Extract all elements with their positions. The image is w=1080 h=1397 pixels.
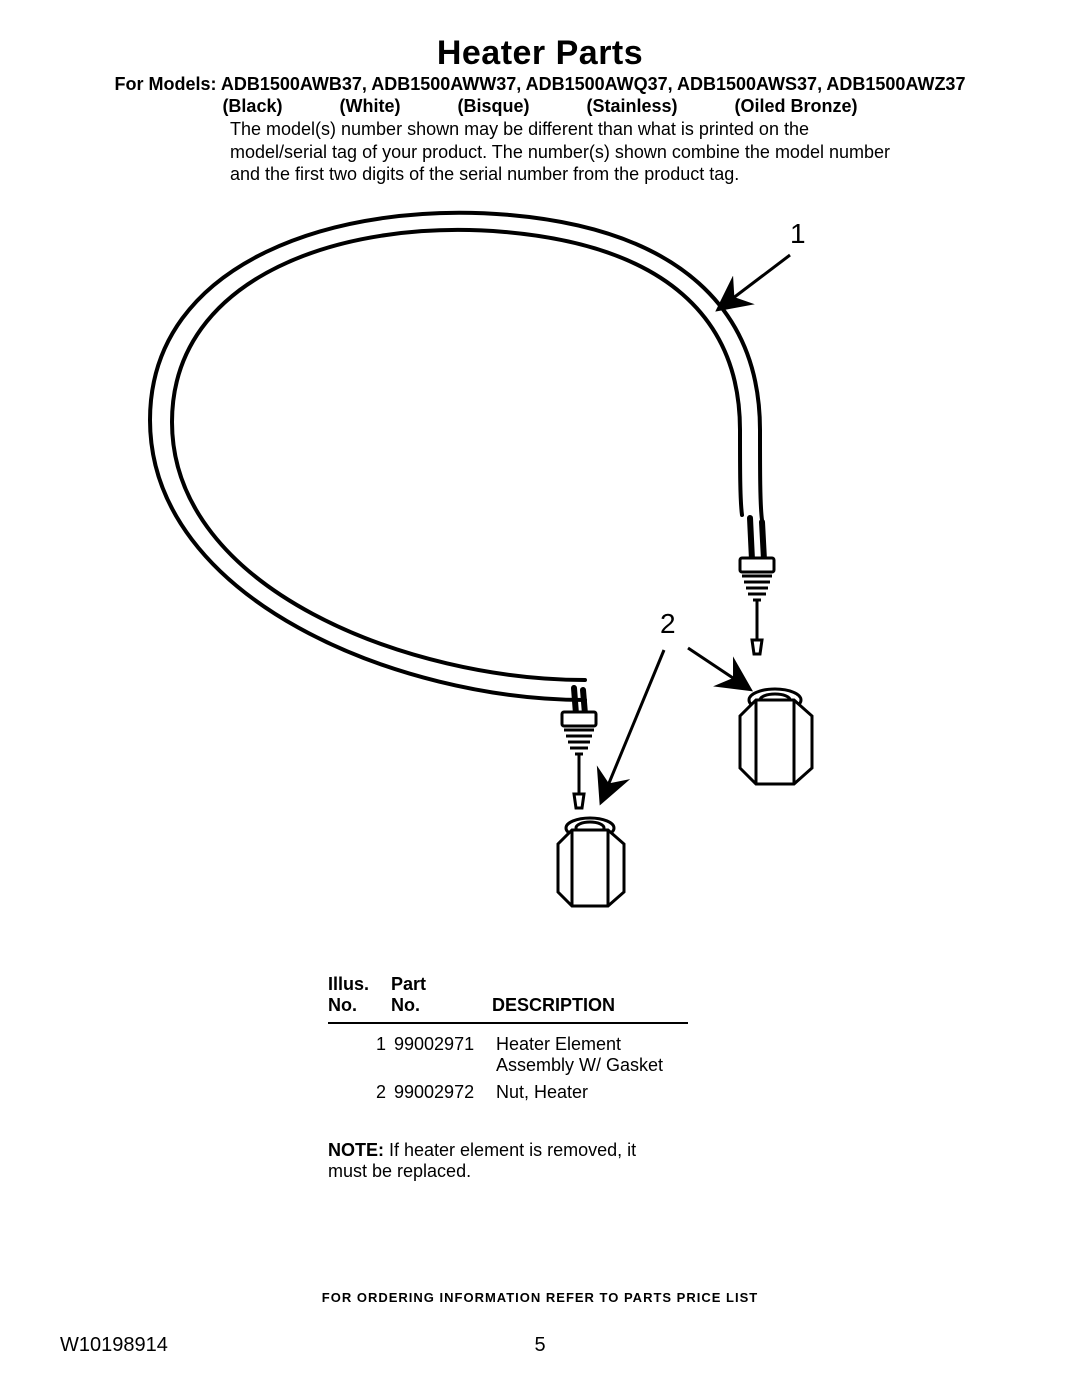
- header-desc: DESCRIPTION: [492, 995, 615, 1016]
- cell-illus: 2: [328, 1082, 394, 1103]
- cell-part: 99002972: [394, 1082, 496, 1103]
- cell-desc: Heater Element Assembly W/ Gasket: [496, 1034, 688, 1076]
- table-row: 1 99002971 Heater Element Assembly W/ Ga…: [328, 1034, 688, 1076]
- heater-diagram: [0, 0, 1080, 1397]
- note-label: NOTE:: [328, 1140, 384, 1160]
- table-row: 2 99002972 Nut, Heater: [328, 1082, 688, 1103]
- header-part: PartNo.: [391, 974, 487, 1016]
- parts-table-header: Illus.No. PartNo. DESCRIPTION: [328, 974, 688, 1024]
- cell-desc: Nut, Heater: [496, 1082, 688, 1103]
- arrow-2a: [602, 650, 664, 800]
- arrow-2b: [688, 648, 748, 688]
- page-number: 5: [0, 1334, 1080, 1357]
- callout-2: 2: [660, 608, 676, 640]
- page: Heater Parts For Models: ADB1500AWB37, A…: [0, 0, 1080, 1397]
- parts-table: Illus.No. PartNo. DESCRIPTION 1 99002971…: [328, 974, 688, 1103]
- ordering-info-line: FOR ORDERING INFORMATION REFER TO PARTS …: [0, 1290, 1080, 1305]
- cell-part: 99002971: [394, 1034, 496, 1055]
- callout-1: 1: [790, 218, 806, 250]
- arrow-1: [720, 255, 790, 308]
- heater-note: NOTE: If heater element is removed, it m…: [328, 1140, 668, 1182]
- header-illus: Illus.No.: [328, 974, 386, 1016]
- cell-illus: 1: [328, 1034, 394, 1055]
